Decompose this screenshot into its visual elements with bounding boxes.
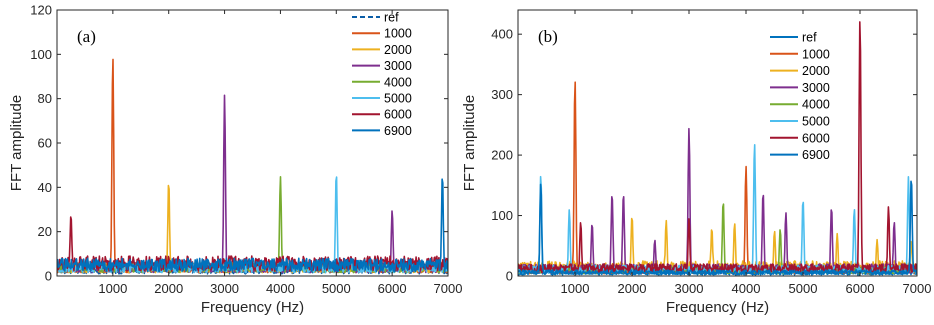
legend-entry-ref: ref <box>802 31 817 45</box>
x-tick-label: 2000 <box>618 281 647 296</box>
x-tick-label: 5000 <box>789 281 818 296</box>
y-axis-label: FFT amplitude <box>461 95 478 191</box>
y-tick-label: 400 <box>491 27 513 42</box>
legend-entry-2000: 2000 <box>384 43 412 57</box>
legend-entry-4000: 4000 <box>384 75 412 89</box>
y-tick-label: 60 <box>38 136 52 151</box>
legend-entry-6000: 6000 <box>802 131 830 145</box>
panel-label: (a) <box>77 27 96 46</box>
y-tick-label: 0 <box>45 269 52 284</box>
x-tick-label: 7000 <box>903 281 932 296</box>
series-line-3000 <box>518 127 917 274</box>
y-tick-label: 20 <box>38 224 52 239</box>
y-tick-label: 100 <box>30 47 52 62</box>
y-tick-label: 300 <box>491 87 513 102</box>
x-tick-label: 5000 <box>322 281 351 296</box>
chart-panel-a: 1000 2000 3000 4000 5000 6000 7000 0 20 40 60 80 100… <box>8 3 462 317</box>
y-tick-label: 80 <box>38 91 52 106</box>
series-line-1000 <box>518 81 917 275</box>
y-tick-label: 0 <box>506 269 513 284</box>
x-tick-label: 3000 <box>675 281 704 296</box>
series-line-6000 <box>518 21 917 274</box>
legend-entry-ref: ref <box>384 11 399 25</box>
y-tick-label: 100 <box>491 208 513 223</box>
legend-entry-5000: 5000 <box>384 92 412 106</box>
legend: ref 1000 2000 3000 4000 5000 6000 6900 <box>770 31 830 162</box>
x-tick-label: 2000 <box>154 281 183 296</box>
legend-entry-5000: 5000 <box>802 115 830 129</box>
x-tick-label: 6000 <box>378 281 407 296</box>
x-tick-label: 6000 <box>846 281 875 296</box>
legend-entry-4000: 4000 <box>802 98 830 112</box>
x-tick-label: 1000 <box>98 281 127 296</box>
legend-entry-3000: 3000 <box>802 81 830 95</box>
x-tick-label: 3000 <box>210 281 239 296</box>
legend-entry-2000: 2000 <box>802 64 830 78</box>
x-axis-label: Frequency (Hz) <box>666 299 769 316</box>
series-line-6900 <box>57 178 448 273</box>
legend-entry-6000: 6000 <box>384 108 412 122</box>
legend-entry-1000: 1000 <box>802 47 830 61</box>
legend-entry-6900: 6900 <box>384 124 412 138</box>
y-axis-label: FFT amplitude <box>8 95 25 191</box>
panel-label: (b) <box>538 27 558 46</box>
x-tick-label: 7000 <box>434 281 463 296</box>
x-tick-label: 4000 <box>732 281 761 296</box>
plot-area <box>518 21 917 276</box>
series-line-6900 <box>518 180 917 276</box>
x-tick-label: 1000 <box>561 281 590 296</box>
chart-panel-b: 1000 2000 3000 4000 5000 6000 7000 0 100 200 300 40… <box>461 9 932 316</box>
y-tick-label: 200 <box>491 148 513 163</box>
axes-box <box>517 9 918 277</box>
plot-area <box>57 58 448 275</box>
legend-entry-1000: 1000 <box>384 27 412 41</box>
y-tick-label: 40 <box>38 180 52 195</box>
series-line-3000 <box>57 94 448 274</box>
x-axis-label: Frequency (Hz) <box>201 299 304 316</box>
legend-entry-3000: 3000 <box>384 59 412 73</box>
legend-entry-6900: 6900 <box>802 148 830 162</box>
x-tick-label: 4000 <box>266 281 295 296</box>
legend: ref 1000 2000 3000 4000 5000 6000 6900 <box>352 11 412 138</box>
y-tick-label: 120 <box>30 3 52 18</box>
